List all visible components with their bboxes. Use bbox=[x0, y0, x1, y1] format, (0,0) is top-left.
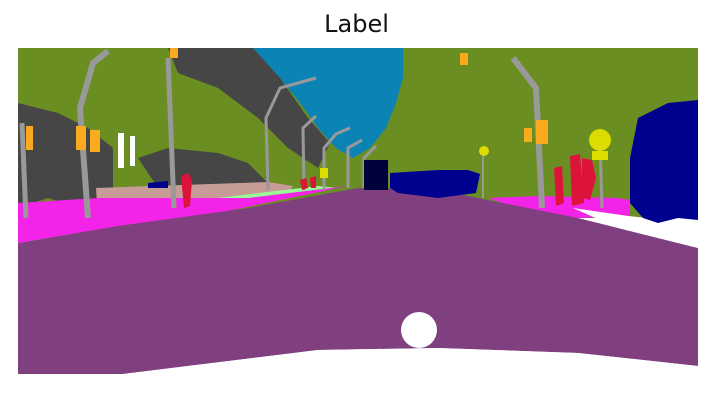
pole-left-edge bbox=[19, 122, 29, 219]
person-4 bbox=[554, 166, 564, 206]
segmentation-canvas bbox=[18, 48, 698, 378]
building-region-left bbox=[18, 103, 113, 208]
person-1 bbox=[181, 173, 192, 208]
traffic-light-5 bbox=[460, 53, 468, 65]
figure-title: Label bbox=[324, 10, 389, 38]
streetlight-1 bbox=[264, 76, 317, 191]
person-3 bbox=[310, 176, 316, 188]
person-6 bbox=[582, 158, 596, 200]
ego-vehicle-void-region bbox=[18, 348, 698, 378]
streetlight-2 bbox=[301, 114, 318, 191]
person-5 bbox=[570, 154, 584, 206]
pole-right-curved bbox=[510, 56, 545, 209]
sidewalk-region-left bbox=[18, 186, 348, 243]
traffic-light-3 bbox=[26, 126, 33, 150]
traffic-sign-small-1 bbox=[320, 168, 328, 178]
traffic-sign-small-2 bbox=[479, 146, 489, 156]
traffic-light-7 bbox=[524, 128, 532, 142]
person-2 bbox=[300, 178, 308, 190]
segmentation-label-map bbox=[18, 48, 698, 378]
void-region-right bbox=[573, 208, 698, 248]
traffic-sign-rect bbox=[592, 151, 608, 160]
void-post-1 bbox=[118, 133, 124, 168]
sky-region bbox=[253, 48, 403, 158]
building-region-top bbox=[168, 48, 330, 168]
pole-left-curved bbox=[76, 48, 110, 219]
road-region bbox=[18, 188, 698, 374]
traffic-light-4 bbox=[170, 48, 178, 58]
pole-left-tall bbox=[165, 57, 177, 209]
traffic-light-6 bbox=[536, 120, 548, 144]
void-post-2 bbox=[130, 136, 135, 166]
car-cluster-1 bbox=[390, 170, 480, 198]
traffic-sign-round bbox=[589, 129, 611, 151]
traffic-light-1 bbox=[76, 126, 86, 150]
truck-1 bbox=[364, 160, 388, 190]
car-small-left bbox=[148, 181, 168, 188]
streetlight-4 bbox=[346, 138, 363, 188]
traffic-light-2 bbox=[90, 130, 100, 152]
ego-vehicle-emblem bbox=[401, 312, 437, 348]
car-right-large bbox=[630, 100, 698, 223]
